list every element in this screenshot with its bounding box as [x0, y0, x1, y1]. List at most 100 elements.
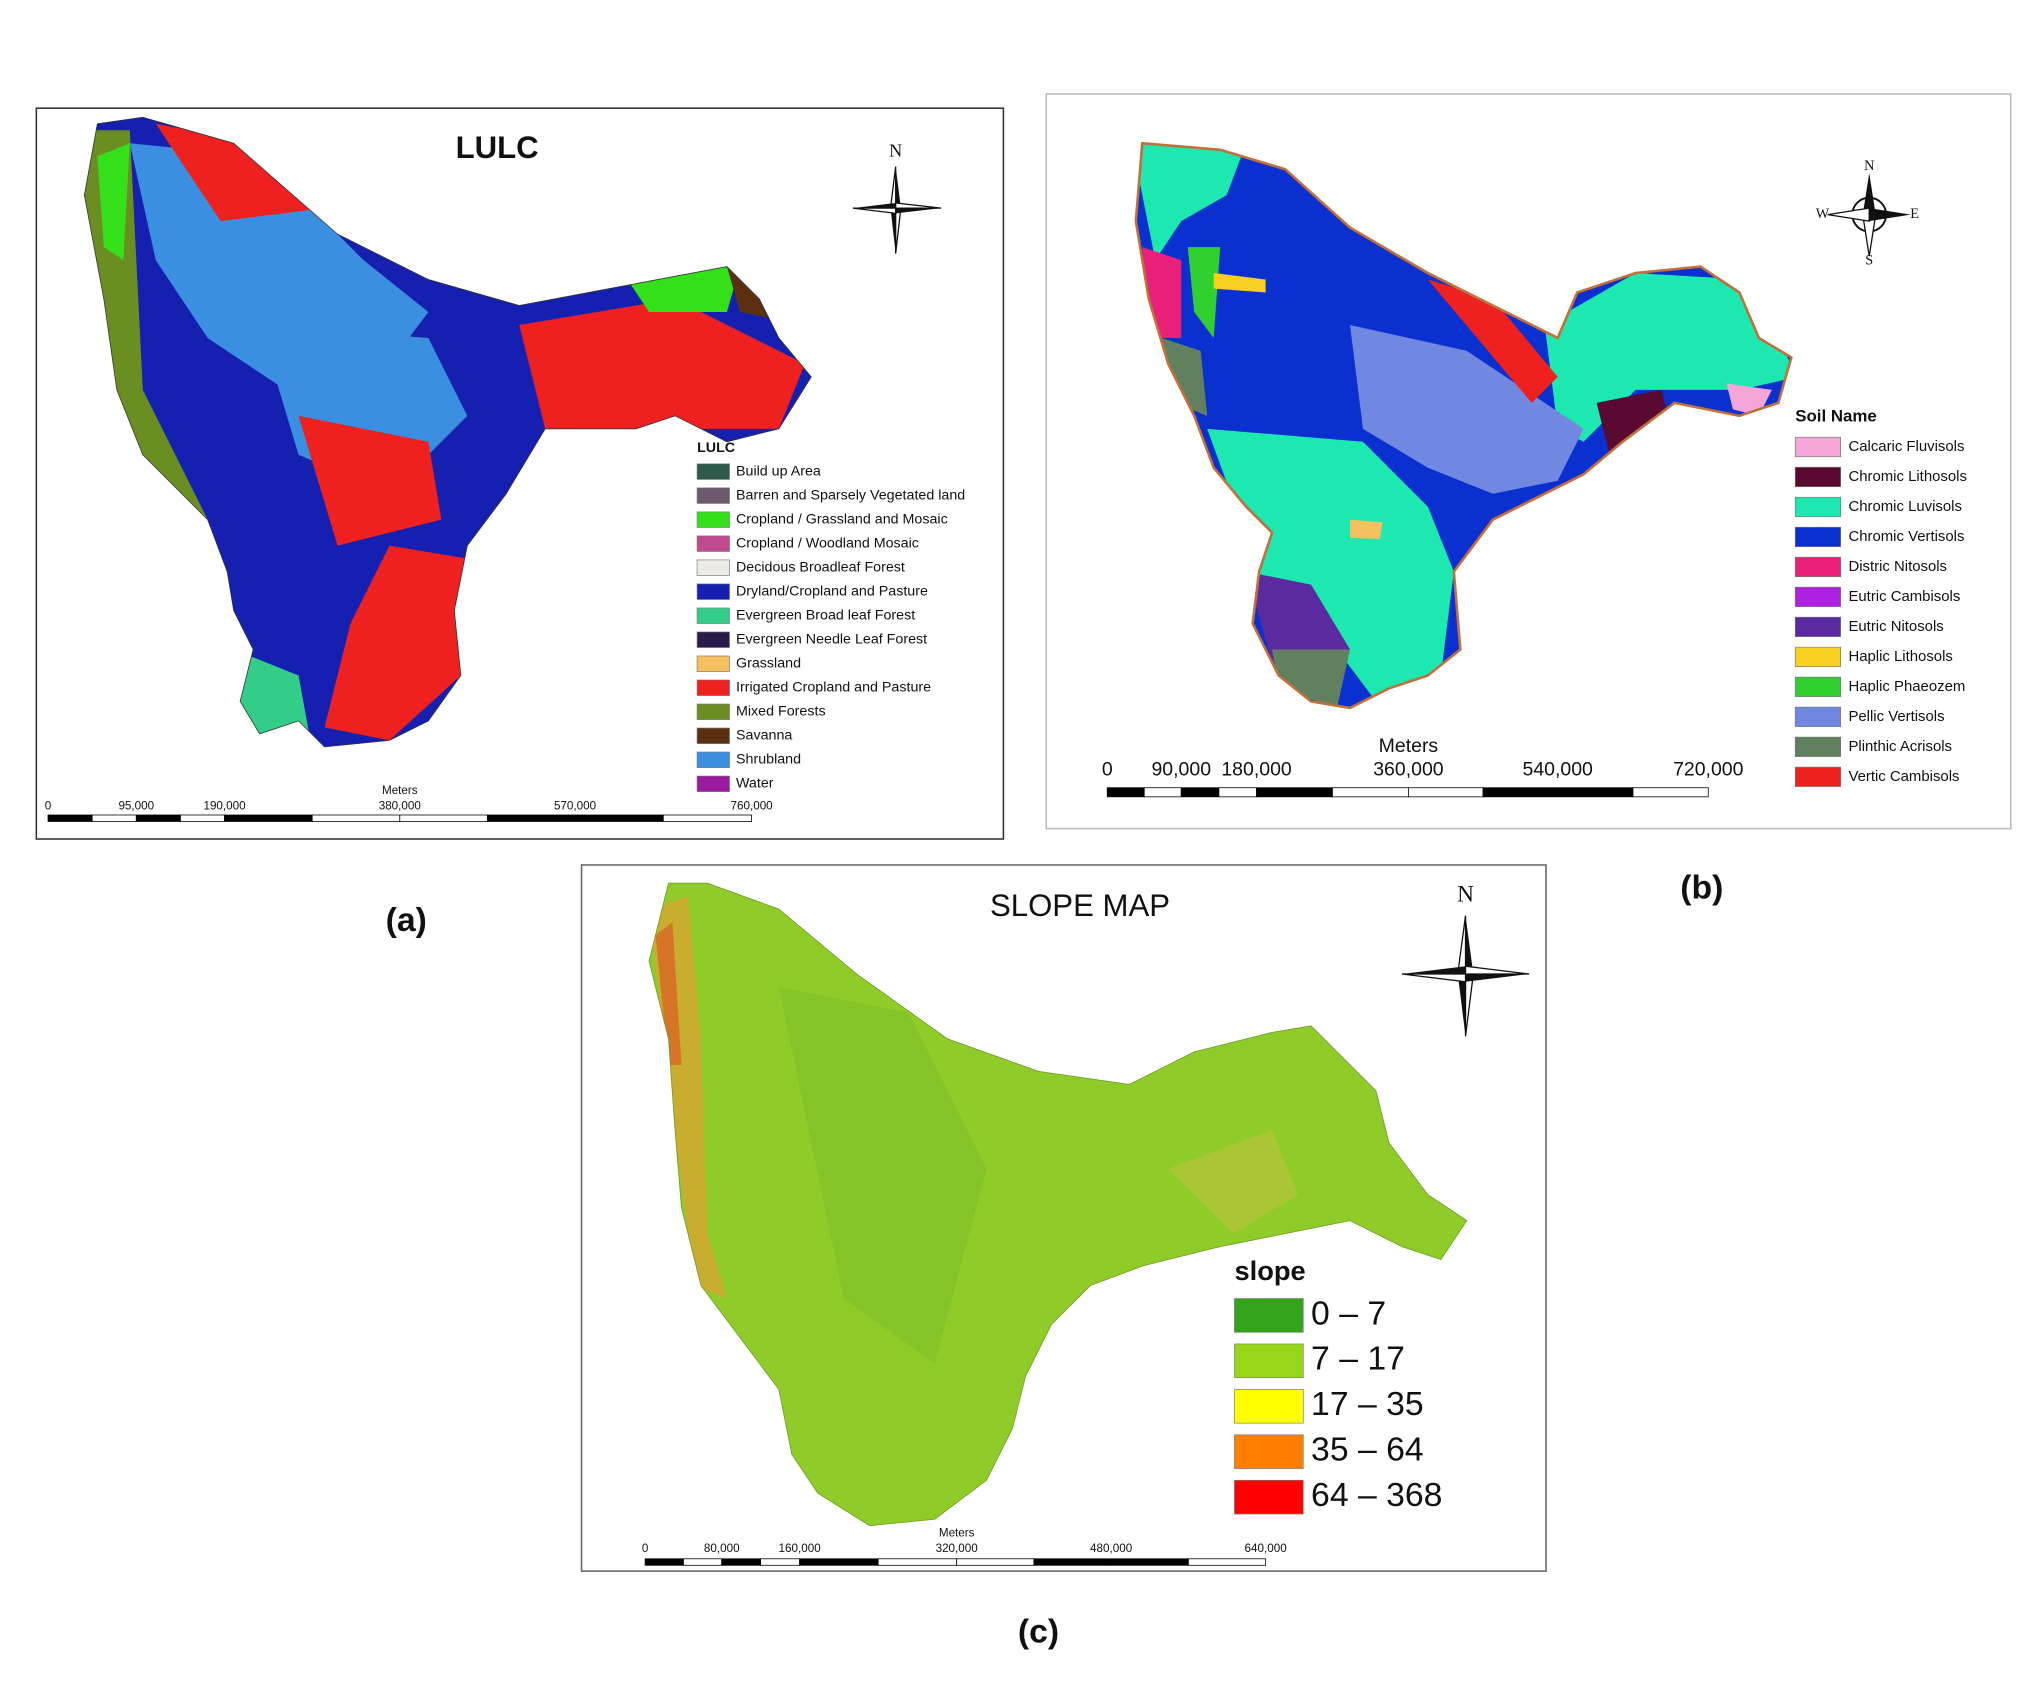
legend-swatch [1234, 1479, 1304, 1515]
compass-label: E [1910, 206, 1919, 222]
scale-label: 640,000 [1245, 1542, 1288, 1555]
legend-swatch [696, 655, 730, 672]
scale-bar-segment [1106, 787, 1145, 798]
scale-label: 0 [1102, 758, 1113, 780]
legend-label: Dryland/Cropland and Pasture [736, 583, 928, 599]
legend-label: Pellic Vertisols [1848, 708, 1944, 725]
legend-label: Plinthic Acrisols [1848, 738, 1952, 755]
scale-bar-segment [399, 814, 488, 822]
legend-label: Cropland / Woodland Mosaic [736, 535, 919, 551]
legend-swatch [696, 703, 730, 720]
legend-swatch [696, 607, 730, 624]
scale-bar-segment [91, 814, 137, 822]
scale-label: 540,000 [1523, 758, 1594, 780]
compass-label: N [1864, 158, 1874, 174]
scale-bar-segment [1557, 787, 1634, 798]
legend-swatch [1794, 496, 1841, 518]
legend-swatch [1794, 646, 1841, 667]
scale-bar-segment [180, 814, 225, 822]
legend-label: Decidous Broadleaf Forest [736, 559, 905, 575]
compass-label: N [1457, 881, 1474, 907]
scale-label: 320,000 [936, 1542, 979, 1555]
legend-label: Cropland / Grassland and Mosaic [736, 511, 948, 527]
legend-swatch [696, 511, 730, 528]
legend-swatch [696, 631, 730, 648]
legend-label: 0 – 7 [1311, 1294, 1386, 1332]
legend-swatch [696, 583, 730, 600]
legend-label: Vertic Cambisols [1848, 768, 1959, 785]
legend-label: 7 – 17 [1311, 1340, 1405, 1378]
legend-swatch [1794, 556, 1841, 577]
map-title: SLOPE MAP [990, 888, 1170, 923]
scale-bar-segment [311, 814, 401, 822]
legend-label: Haplic Phaeozem [1848, 678, 1965, 695]
compass-label: S [1865, 253, 1873, 269]
legend-title: Soil Name [1795, 407, 1877, 426]
legend-label: Chromic Luvisols [1848, 498, 1962, 515]
legend-label: 35 – 64 [1311, 1431, 1424, 1469]
legend-swatch [1234, 1343, 1304, 1379]
scale-bar-segment [877, 1558, 958, 1566]
scale-bar-segment [683, 1558, 723, 1566]
legend-label: Eutric Cambisols [1848, 588, 1960, 605]
scale-bar-segment [760, 1558, 801, 1566]
panel-caption: (b) [1680, 869, 1723, 907]
scale-label: 90,000 [1151, 758, 1211, 780]
scale-bar-segment [574, 814, 664, 822]
legend-swatch [1794, 616, 1841, 637]
scale-bar-segment [47, 814, 93, 822]
legend-label: Calcaric Fluvisols [1848, 438, 1964, 455]
legend-swatch [696, 535, 730, 552]
scale-bar-segment [1188, 1558, 1267, 1566]
legend-label: 64 – 368 [1311, 1476, 1442, 1514]
legend-label: Eutric Nitosols [1848, 618, 1943, 635]
scale-label: 80,000 [704, 1542, 740, 1555]
legend-swatch [696, 559, 730, 576]
legend-label: Build up Area [736, 463, 821, 479]
scale-bar-segment [1180, 787, 1220, 798]
legend-label: Chromic Vertisols [1848, 528, 1964, 545]
legend-swatch [696, 751, 730, 768]
scale-bar-segment [1218, 787, 1257, 798]
legend-swatch [1794, 466, 1841, 488]
panel-caption: (c) [1018, 1612, 1059, 1650]
scale-bar-segment [135, 814, 181, 822]
legend-label: Haplic Lithosols [1848, 648, 1952, 665]
scale-bar-segment [1332, 787, 1409, 798]
legend-swatch [696, 727, 730, 744]
scale-label: 480,000 [1090, 1542, 1133, 1555]
map-title: LULC [456, 130, 539, 165]
panel-caption: (a) [386, 901, 427, 939]
legend-swatch [1794, 766, 1841, 787]
compass-label: N [889, 140, 902, 160]
scale-label: 570,000 [554, 800, 597, 813]
north-arrow [1401, 915, 1530, 1037]
scale-label: 0 [642, 1542, 649, 1555]
legend-label: Shrubland [736, 752, 801, 768]
legend-swatch [696, 487, 730, 504]
legend-title: slope [1234, 1255, 1305, 1286]
scale-bar-segment [799, 1558, 879, 1566]
legend-swatch [696, 775, 730, 792]
scale-label: 720,000 [1673, 758, 1744, 780]
legend-label: Grassland [736, 656, 801, 672]
scale-unit: Meters [939, 1527, 975, 1540]
scale-label: 180,000 [1221, 758, 1292, 780]
legend-swatch [1794, 526, 1841, 548]
scale-label: 380,000 [379, 800, 422, 813]
scale-bar-segment [1482, 787, 1559, 798]
scale-bar-segment [1033, 1558, 1112, 1566]
legend-label: Water [736, 776, 774, 792]
legend-label: Evergreen Needle Leaf Forest [736, 632, 927, 648]
compass-rose [1827, 173, 1911, 257]
scale-bar-segment [662, 814, 752, 822]
legend-title: LULC [697, 440, 735, 456]
legend-label: Mixed Forests [736, 704, 826, 720]
scale-bar-segment [956, 1558, 1035, 1566]
scale-bar-segment [1408, 787, 1484, 798]
scale-bar-segment [1632, 787, 1709, 798]
scale-label: 190,000 [203, 800, 246, 813]
legend-label: Distric Nitosols [1848, 558, 1947, 575]
legend-swatch [1794, 586, 1841, 607]
scale-bar-segment [644, 1558, 684, 1566]
